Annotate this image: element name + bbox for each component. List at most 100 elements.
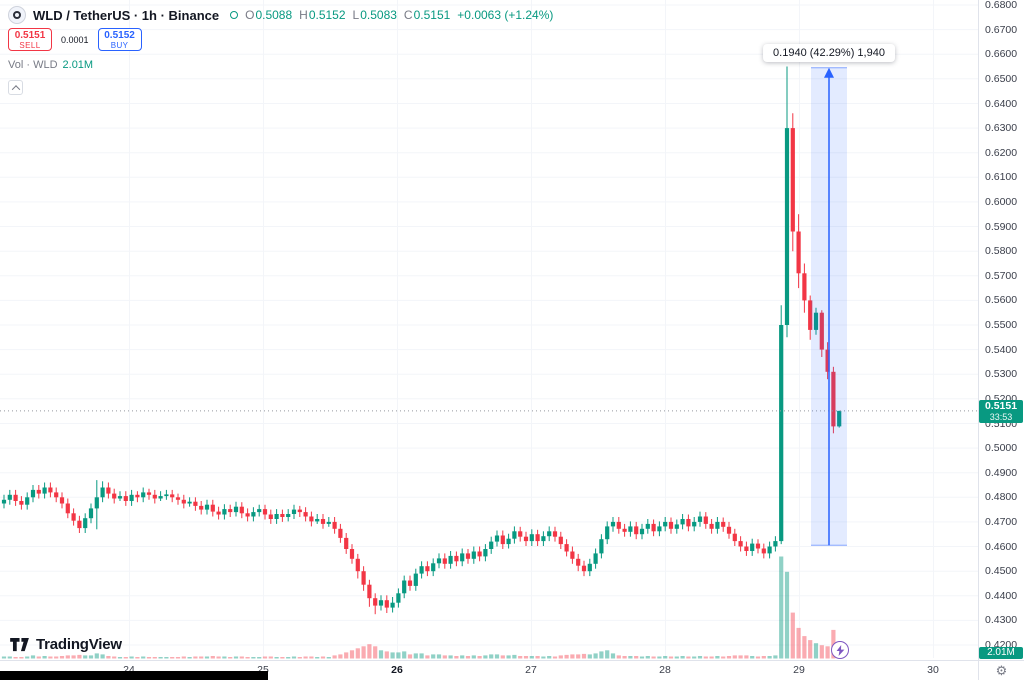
volume-bar — [117, 657, 123, 659]
candle — [593, 553, 598, 564]
candle — [732, 533, 737, 542]
candle — [193, 501, 198, 506]
candle — [19, 501, 24, 505]
volume-bar — [239, 656, 244, 659]
candle — [518, 531, 523, 537]
volume-bar — [141, 656, 146, 659]
volume-bar — [465, 656, 471, 659]
volume-bar — [616, 655, 621, 659]
volume-bar — [83, 655, 88, 659]
volume-bar — [42, 656, 47, 659]
candle — [297, 509, 302, 513]
candle — [616, 521, 621, 529]
candle — [228, 509, 233, 513]
candle — [71, 513, 76, 521]
candle — [361, 571, 366, 585]
sell-label: SELL — [19, 40, 41, 50]
candle — [790, 128, 795, 232]
volume-bar — [692, 656, 697, 659]
time-tick-label: 24 — [123, 664, 135, 676]
volume-bar — [361, 646, 366, 659]
volume-bar — [697, 656, 703, 659]
candle — [233, 506, 239, 513]
volume-bar — [30, 655, 36, 659]
volume-bar — [413, 653, 418, 659]
price-tick-label: 0.6100 — [985, 171, 1018, 184]
close-value: 0.5151 — [413, 8, 451, 22]
price-tick-label: 0.6800 — [985, 0, 1018, 11]
candle — [686, 519, 691, 527]
candle — [187, 501, 192, 504]
volume-bar — [639, 656, 645, 659]
volume-bar — [425, 655, 430, 659]
candle — [378, 600, 384, 606]
tradingview-attribution[interactable]: TradingView — [10, 636, 122, 653]
settings-gear-icon[interactable]: ⚙ — [995, 663, 1008, 678]
volume-indicator-label[interactable]: Vol · WLD — [8, 59, 58, 71]
candle — [402, 580, 407, 594]
buy-button[interactable]: 0.5152 BUY — [97, 28, 142, 51]
volume-bar — [94, 653, 99, 659]
sell-button[interactable]: 0.5151 SELL — [8, 28, 52, 51]
candle — [332, 521, 337, 529]
volume-bar — [54, 656, 59, 659]
price-tick-label: 0.5600 — [985, 294, 1018, 307]
candle — [83, 518, 88, 529]
volume-bar — [813, 643, 819, 659]
volume-bar — [570, 654, 575, 659]
volume-bar — [767, 656, 772, 659]
volume-bar — [732, 655, 737, 659]
candle — [303, 512, 308, 517]
price-tick-label: 0.5400 — [985, 343, 1018, 356]
volume-bar — [483, 655, 488, 659]
candle — [535, 534, 540, 542]
volume-bar — [48, 656, 53, 659]
symbol-title[interactable]: WLD / TetherUS · 1h · Binance — [33, 7, 220, 23]
volume-bar — [373, 646, 378, 659]
volume-bar — [726, 656, 732, 659]
candle — [692, 521, 697, 527]
market-status-icon — [230, 11, 239, 19]
candle — [164, 494, 169, 497]
volume-bar — [512, 654, 517, 659]
candle — [610, 521, 616, 527]
candle — [146, 492, 152, 495]
volume-bar — [442, 655, 447, 659]
volume-bar — [535, 656, 540, 659]
price-tick-label: 0.4700 — [985, 515, 1018, 528]
candle — [367, 584, 372, 599]
volume-bar — [19, 657, 24, 659]
volume-bar — [309, 656, 314, 659]
candle — [703, 516, 708, 524]
candle — [755, 543, 761, 549]
volume-bar — [529, 656, 534, 659]
candle — [802, 273, 807, 301]
price-tick-label: 0.5700 — [985, 269, 1018, 282]
volume-bar — [750, 656, 755, 659]
candle — [825, 349, 830, 372]
volume-bar — [686, 656, 691, 659]
collapse-panel-button[interactable] — [8, 80, 23, 95]
lightning-boost-icon[interactable] — [831, 641, 849, 659]
candle — [761, 548, 766, 554]
candle — [529, 534, 534, 542]
volume-bar — [77, 654, 82, 659]
volume-bar — [245, 657, 250, 659]
volume-bar — [587, 654, 592, 659]
candle — [483, 549, 488, 557]
volume-bar — [59, 656, 65, 659]
time-tick-label: 30 — [927, 664, 939, 676]
candle — [344, 537, 349, 549]
candle — [1, 499, 7, 504]
volume-bar — [500, 655, 505, 659]
candle — [674, 524, 679, 529]
candle — [819, 312, 824, 350]
chevron-up-icon — [11, 84, 20, 94]
candle — [54, 492, 59, 498]
volume-bar — [784, 571, 790, 659]
volume-bar — [216, 656, 221, 659]
candle — [77, 520, 82, 529]
candle — [744, 546, 749, 551]
price-axis[interactable]: 0.6800 0.6700 0.6600 0.6500 0.6400 0.6300 0.62… — [978, 0, 1024, 660]
